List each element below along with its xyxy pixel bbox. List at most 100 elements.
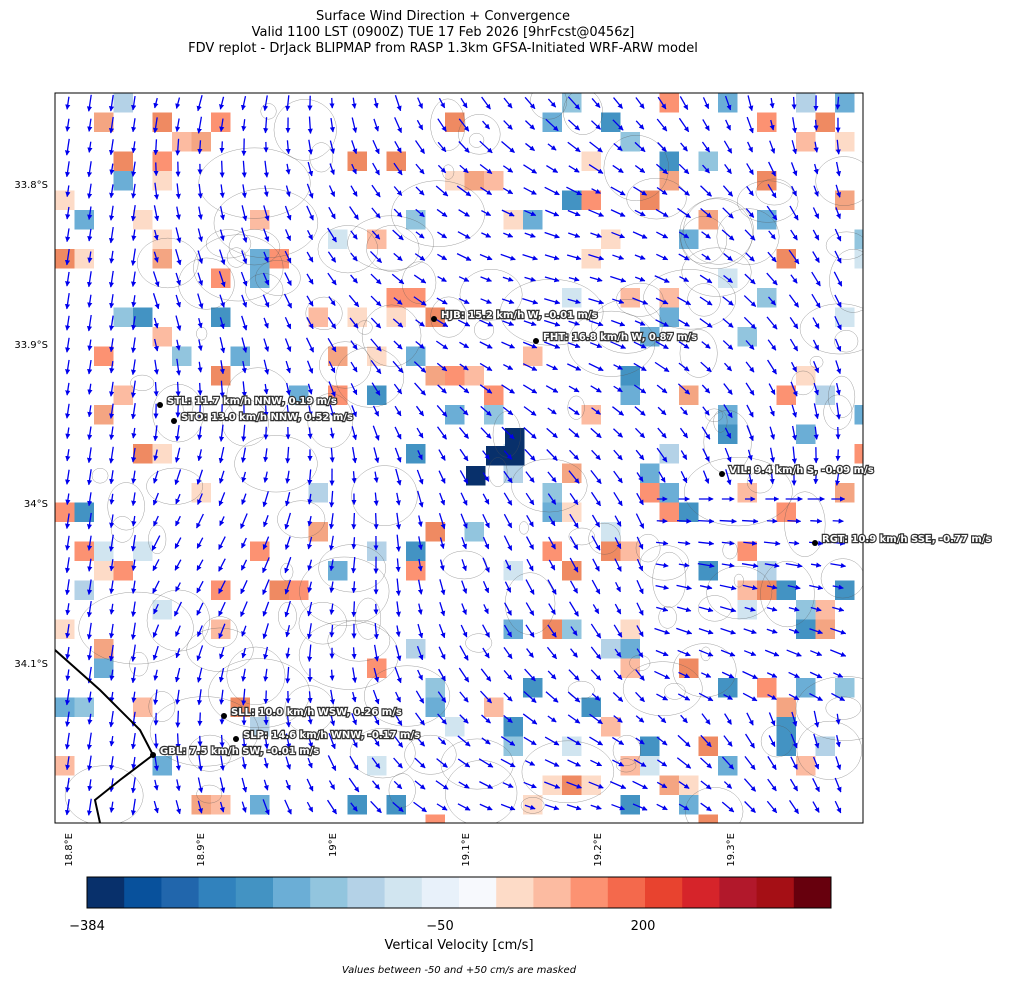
wind-arrow — [592, 604, 600, 615]
wind-arrow — [307, 383, 313, 395]
wind-arrow — [262, 536, 270, 550]
wind-arrow — [500, 736, 516, 746]
wind-arrow — [153, 515, 159, 527]
station-label: SLL: 10.0 km/h WSW, 0.26 m/s — [231, 707, 402, 718]
lat-label: 34.1°S — [14, 659, 48, 670]
velocity-cell — [815, 112, 835, 132]
wind-arrow — [131, 161, 137, 177]
wind-arrow — [635, 120, 645, 130]
wind-arrow — [240, 513, 248, 530]
velocity-cell — [328, 346, 348, 366]
wind-arrow — [284, 512, 292, 530]
wind-arrow — [438, 668, 446, 682]
wind-arrow — [459, 691, 469, 703]
terrain-contour — [643, 269, 736, 330]
terrain-contour — [465, 633, 493, 653]
wind-arrow — [196, 116, 203, 134]
wind-arrow — [153, 381, 159, 397]
lon-label: 19.3°E — [726, 833, 737, 867]
wind-arrow — [610, 275, 627, 283]
wind-arrow — [284, 600, 291, 618]
wind-arrow — [458, 209, 470, 217]
station-label: HJB: 15.2 km/h W, -0.01 m/s — [441, 310, 598, 321]
wind-arrow — [350, 734, 358, 748]
wind-arrow — [328, 535, 335, 551]
wind-arrow — [417, 536, 423, 551]
wind-arrow — [611, 803, 625, 811]
terrain-contour — [521, 740, 615, 803]
wind-arrow — [395, 601, 401, 618]
wind-arrow — [262, 294, 270, 308]
velocity-cell — [640, 190, 660, 210]
wind-arrow — [351, 117, 358, 134]
colorbar-swatch — [124, 877, 162, 908]
wind-arrow — [327, 272, 337, 286]
wind-arrow — [524, 120, 536, 130]
velocity-cell — [152, 249, 172, 269]
wind-arrow — [545, 385, 559, 393]
velocity-cell — [425, 814, 445, 823]
wind-arrow — [461, 536, 467, 550]
wind-arrow — [590, 491, 602, 507]
wind-arrow — [478, 758, 494, 768]
wind-arrow — [370, 338, 382, 352]
wind-arrow — [130, 359, 137, 376]
wind-arrow — [197, 382, 203, 396]
terrain-contour — [335, 347, 405, 408]
wind-arrow — [500, 803, 516, 811]
velocity-cell — [289, 580, 309, 600]
velocity-cell — [815, 736, 835, 756]
wind-arrow — [283, 293, 293, 309]
wind-arrow — [219, 118, 225, 132]
wind-arrow — [592, 558, 600, 572]
wind-arrow — [569, 536, 579, 551]
wind-arrow — [153, 800, 159, 814]
wind-arrow — [525, 624, 535, 638]
velocity-cell — [55, 502, 75, 522]
wind-arrow — [395, 691, 401, 703]
velocity-cell — [835, 132, 855, 152]
wind-arrow — [218, 667, 225, 683]
wind-arrow — [393, 252, 403, 262]
wind-arrow — [175, 800, 182, 815]
wind-arrow — [501, 341, 515, 349]
velocity-cell — [542, 483, 562, 503]
velocity-cell — [74, 541, 94, 561]
terrain-contour — [222, 399, 269, 447]
wind-arrow — [568, 669, 580, 681]
colorbar-swatch — [533, 877, 572, 908]
wind-arrow — [263, 205, 270, 222]
wind-arrow — [307, 427, 313, 440]
wind-arrow — [613, 142, 623, 152]
wind-arrow — [588, 254, 605, 261]
wind-arrow — [86, 600, 93, 618]
wind-arrow — [567, 363, 582, 371]
wind-arrow — [65, 206, 71, 220]
velocity-cell — [601, 229, 621, 249]
velocity-cell — [386, 307, 406, 327]
velocity-cell — [55, 190, 75, 210]
wind-arrow — [109, 514, 115, 529]
wind-arrow — [87, 206, 93, 221]
velocity-cell — [835, 580, 855, 600]
wind-arrow — [461, 559, 467, 572]
wind-arrow — [590, 759, 603, 767]
velocity-cell — [211, 366, 231, 386]
terrain-contour — [361, 304, 422, 367]
wind-arrow — [588, 320, 604, 327]
velocity-cell — [698, 814, 718, 823]
velocity-cell — [347, 151, 367, 171]
wind-arrow — [501, 384, 515, 394]
terrain-contour — [228, 229, 281, 266]
wind-arrow — [435, 780, 449, 790]
wind-arrow — [503, 97, 513, 109]
wind-arrow — [108, 226, 115, 244]
terrain-contour — [317, 225, 379, 274]
wind-arrow — [65, 756, 71, 771]
velocity-cell — [718, 678, 738, 698]
terrain-contour — [196, 784, 223, 804]
wind-arrow — [373, 492, 379, 506]
wind-arrow — [263, 251, 269, 263]
wind-arrow — [438, 449, 446, 461]
wind-arrow — [439, 602, 446, 617]
